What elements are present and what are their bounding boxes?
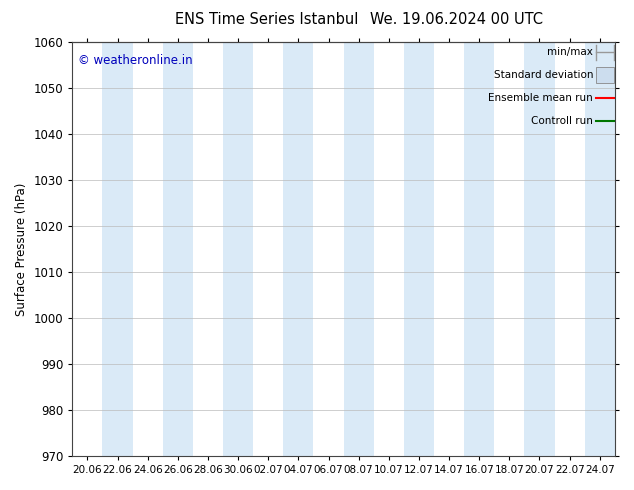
Text: We. 19.06.2024 00 UTC: We. 19.06.2024 00 UTC: [370, 12, 543, 27]
Text: ENS Time Series Istanbul: ENS Time Series Istanbul: [174, 12, 358, 27]
Bar: [585, 42, 615, 456]
Y-axis label: Surface Pressure (hPa): Surface Pressure (hPa): [15, 182, 28, 316]
Bar: [524, 42, 555, 456]
Text: Standard deviation: Standard deviation: [494, 70, 593, 80]
Bar: [163, 42, 193, 456]
Bar: [283, 42, 313, 456]
Text: Ensemble mean run: Ensemble mean run: [488, 93, 593, 103]
Bar: [596, 67, 614, 83]
Bar: [464, 42, 495, 456]
Bar: [344, 42, 373, 456]
Bar: [404, 42, 434, 456]
Text: © weatheronline.in: © weatheronline.in: [78, 54, 192, 68]
Bar: [223, 42, 253, 456]
Text: min/max: min/max: [547, 48, 593, 57]
Bar: [103, 42, 133, 456]
Text: Controll run: Controll run: [531, 116, 593, 126]
